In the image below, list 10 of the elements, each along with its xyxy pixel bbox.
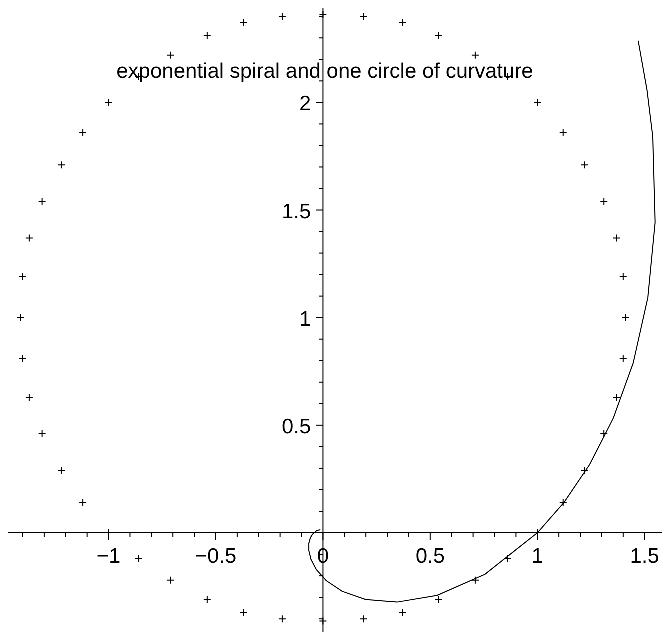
y-tick-label: 1 <box>300 308 312 331</box>
x-tick-label: −1 <box>96 545 121 568</box>
x-tick-label: 0.5 <box>416 545 446 568</box>
text: exponential spiral and one circle of curvature <box>116 60 534 84</box>
x-tick-label: −0.5 <box>195 545 237 568</box>
x-tick-label: 1.5 <box>630 545 660 568</box>
y-tick-label: 0.5 <box>282 415 312 438</box>
x-tick-label: 1 <box>532 545 544 568</box>
y-tick-label: 1.5 <box>282 200 312 224</box>
y-tick-label: 2 <box>300 92 312 116</box>
